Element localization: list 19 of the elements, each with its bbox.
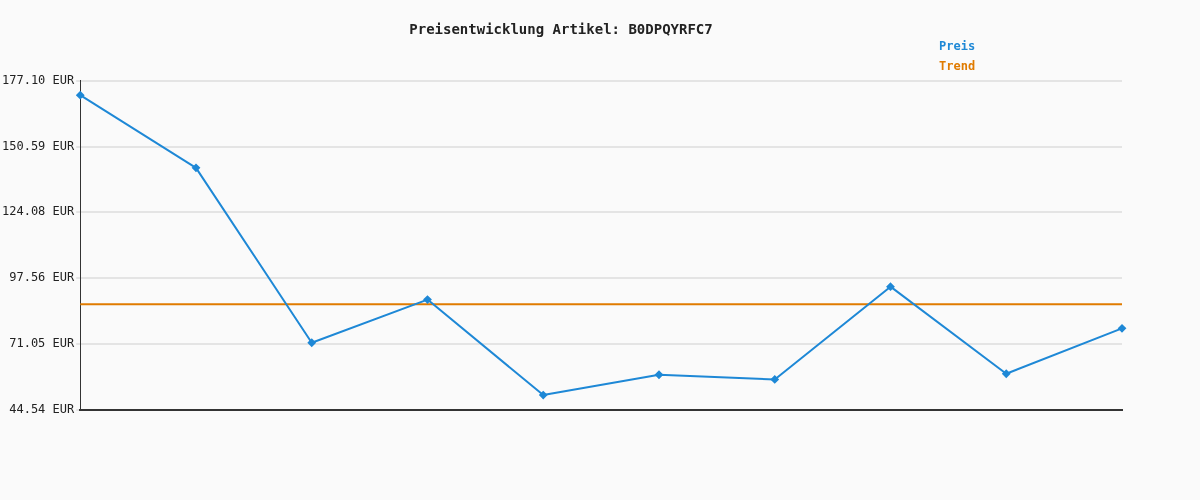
point [76, 91, 85, 100]
point [307, 338, 316, 347]
text: Trend [939, 59, 976, 74]
point [655, 370, 663, 379]
point [192, 163, 200, 172]
y-tick-label: 124.08 EUR [2, 204, 76, 219]
y-tick-label: 177.10 EUR [2, 72, 76, 87]
y-tick-label: 71.05 EUR [9, 335, 76, 350]
point [1118, 324, 1126, 333]
chart-title: Preisentwicklung Artikel: B0DPQYRFC7 [409, 21, 713, 38]
y-tick-label: 150.59 EUR [2, 138, 76, 153]
y-tick-label: 97.56 EUR [9, 270, 76, 285]
y-tick-label: 44.54 EUR [9, 401, 76, 416]
point [886, 282, 895, 291]
text: Preis [939, 39, 976, 54]
point [1002, 369, 1011, 378]
point [423, 295, 432, 304]
point [539, 391, 548, 400]
point [770, 375, 779, 384]
